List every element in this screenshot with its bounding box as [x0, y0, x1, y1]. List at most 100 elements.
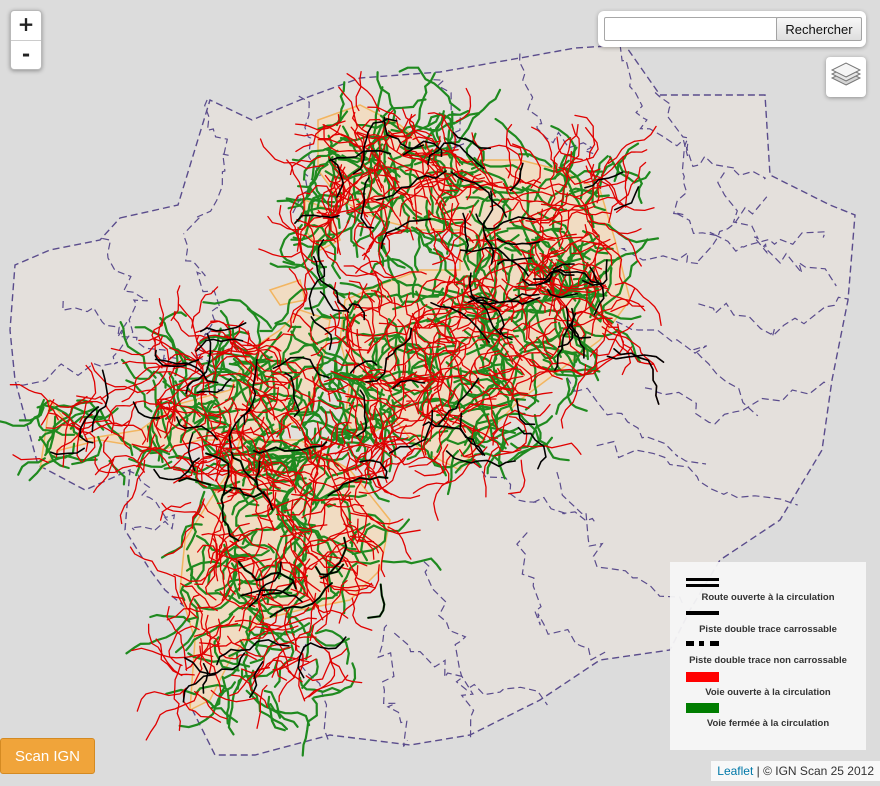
closed-road-segment [224, 352, 264, 392]
leaflet-link[interactable]: Leaflet [717, 764, 754, 778]
track-segment [571, 307, 592, 339]
open-road-segment [585, 157, 627, 208]
open-road-segment [251, 659, 296, 687]
open-road-segment [501, 403, 551, 446]
track-segment [582, 259, 608, 286]
open-road-segment [122, 360, 163, 369]
closed-road-segment [390, 122, 456, 134]
open-road-segment [514, 294, 528, 341]
open-road-segment [173, 538, 219, 582]
track-segment [320, 537, 348, 579]
track-segment [91, 369, 109, 433]
open-road-segment [271, 439, 306, 454]
commune-border [127, 469, 176, 533]
closed-road-segment [221, 345, 255, 409]
closed-road-segment [555, 355, 578, 415]
open-road-segment [348, 280, 375, 303]
layers-button[interactable] [826, 57, 866, 97]
commune-border [556, 471, 685, 607]
track-segment [445, 450, 516, 468]
closed-road-segment [384, 144, 437, 176]
zoom-in-button[interactable]: + [17, 12, 35, 36]
open-road-segment [307, 497, 354, 501]
open-road-segment [159, 501, 192, 521]
open-road-segment [310, 184, 360, 202]
track-segment [468, 272, 502, 336]
closed-road-segment [0, 406, 45, 427]
closed-road-segment [365, 416, 400, 423]
open-road-segment [102, 436, 119, 474]
closed-road-segment [195, 530, 258, 554]
open-road-segment [348, 495, 404, 525]
open-road-segment [436, 377, 481, 433]
commune-border [698, 296, 849, 339]
closed-road-segment [564, 167, 589, 212]
closed-road-segment [179, 398, 218, 444]
open-road-segment [227, 558, 273, 595]
closed-road-segment [381, 557, 442, 571]
open-road-segment [428, 393, 454, 430]
open-road-segment [9, 383, 59, 421]
closed-road-segment [282, 325, 297, 364]
closed-road-segment [427, 113, 454, 159]
track-segment [516, 399, 536, 426]
track-segment [182, 673, 216, 703]
open-road-segment [367, 106, 401, 121]
closed-road-segment [210, 675, 227, 710]
scan-ign-button[interactable]: Scan IGN [0, 738, 95, 774]
open-road-segment [556, 136, 583, 161]
open-road-segment [381, 402, 418, 437]
closed-road-segment [495, 308, 560, 325]
open-road-segment [185, 593, 201, 621]
open-road-segment [265, 468, 313, 478]
open-road-segment [196, 544, 246, 561]
open-road-segment [349, 512, 421, 535]
open-road-segment [607, 125, 657, 164]
open-road-segment [591, 298, 646, 337]
open-road-segment [363, 252, 383, 312]
track-segment [216, 638, 290, 666]
open-road-segment [173, 445, 218, 484]
open-road-segment [371, 147, 383, 189]
open-road-segment [411, 312, 473, 329]
open-road-segment [453, 249, 462, 316]
search-button[interactable]: Rechercher [776, 17, 862, 41]
open-road-segment [495, 362, 517, 397]
open-road-segment [284, 358, 319, 374]
closed-road-segment [160, 522, 203, 559]
closed-road-segment [17, 457, 46, 476]
open-road-segment [335, 401, 355, 461]
open-road-segment [48, 412, 97, 430]
open-road-segment [325, 533, 357, 593]
open-road-segment [520, 181, 568, 190]
track-segment [469, 295, 541, 306]
closed-road-segment [325, 430, 358, 471]
open-road-segment [327, 390, 361, 399]
open-road-segment [506, 138, 523, 191]
closed-road-segment [223, 652, 239, 680]
track-segment [240, 589, 303, 603]
open-road-segment [365, 110, 394, 148]
closed-road-segment [495, 366, 518, 425]
closed-road-segment [486, 429, 526, 475]
layers-icon [830, 62, 862, 86]
open-road-segment [531, 126, 558, 173]
open-road-segment [173, 664, 182, 731]
open-road-segment [168, 625, 200, 667]
open-road-segment [196, 348, 253, 355]
closed-road-segment [355, 332, 423, 351]
open-road-segment [482, 390, 499, 435]
open-road-segment [380, 114, 416, 156]
open-road-segment [303, 433, 339, 477]
open-road-segment [596, 323, 624, 370]
open-road-segment [304, 221, 315, 257]
track-segment [154, 358, 219, 384]
zoom-out-button[interactable]: - [11, 40, 41, 70]
open-road-segment [457, 174, 533, 202]
search-input[interactable] [604, 17, 778, 41]
closed-road-segment [550, 247, 609, 285]
open-road-segment [615, 156, 628, 213]
open-road-segment [252, 636, 317, 680]
